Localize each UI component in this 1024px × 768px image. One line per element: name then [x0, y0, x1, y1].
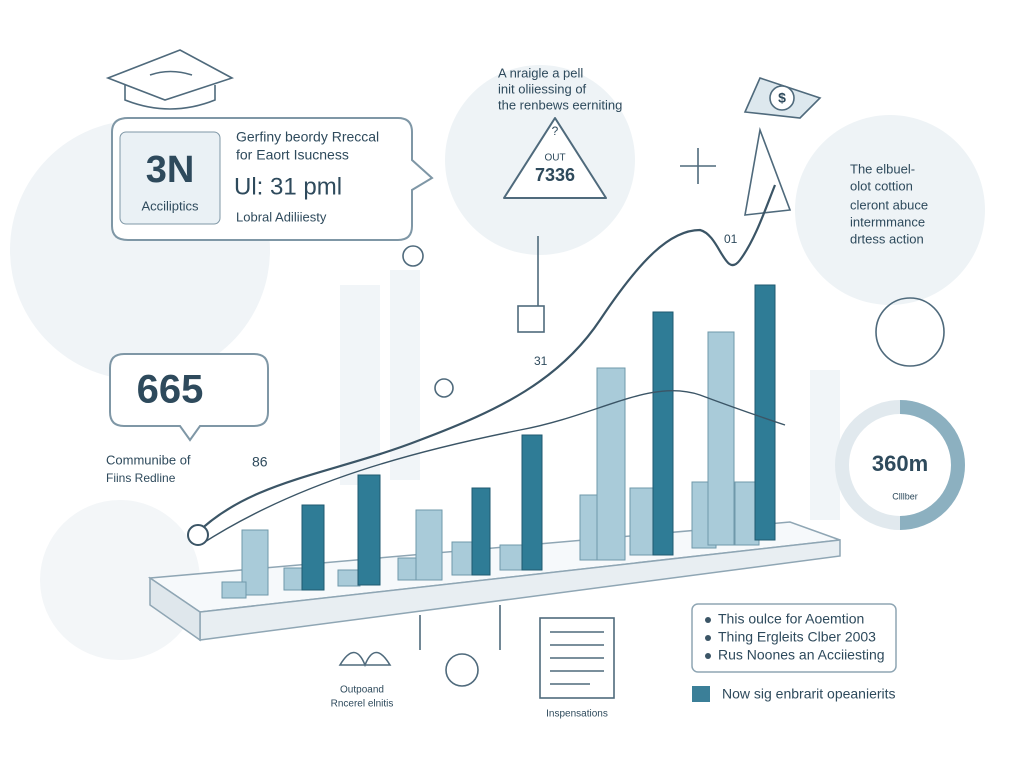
note-line: olot cottion	[850, 178, 913, 193]
legend-swatch	[692, 686, 710, 702]
triangle-badge: ? OUT 7336	[503, 117, 607, 199]
right-note: The elbuel- olot cottion cleront abuce i…	[850, 161, 928, 246]
dollar-badge: $	[743, 77, 822, 216]
caption-line: Communibe of	[106, 452, 191, 467]
callout-value: Ul: 31 pml	[234, 173, 342, 200]
sun-icon	[434, 378, 454, 398]
bottom-icons	[338, 605, 615, 699]
sun-icon	[402, 245, 424, 267]
header-callout: 3N Acciliptics Gerfiny beordy Rreccal fo…	[111, 117, 434, 241]
triangle-label: OUT	[544, 153, 565, 164]
gauge-value: 360m	[872, 451, 928, 476]
left-callout: 665 Communibe of Fiins Redline	[106, 353, 269, 485]
icon-circle	[875, 297, 945, 367]
callout-line: Gerfiny beordy Rreccal	[236, 129, 379, 145]
triangle-value: 7336	[535, 165, 575, 185]
gauge: 360m Clllber	[835, 400, 965, 530]
note-line: The elbuel-	[850, 161, 915, 176]
note-line: intermmance	[850, 214, 925, 229]
triangle-symbol: ?	[552, 124, 559, 138]
plus-icon	[680, 148, 716, 184]
list-item: Rus Noones an Acciiesting	[718, 647, 885, 663]
list-box: This oulce for Aoemtion Thing Ergleits C…	[691, 603, 897, 673]
cap-icon	[105, 49, 235, 110]
list-item: This oulce for Aoemtion	[718, 611, 864, 627]
note-line: init oliiessing of	[498, 81, 587, 96]
caption-line: Fiins Redline	[106, 471, 176, 485]
icon-caption: Rncerel elnitis	[331, 699, 394, 710]
icon-caption: Outpoand	[340, 685, 384, 696]
legend-label: Now sig enbrarit opeanierits	[722, 686, 896, 702]
note-line: A nraigle a pell	[498, 65, 583, 80]
chart-illustration: 86 31 01	[147, 184, 841, 642]
svg-text:$: $	[778, 90, 786, 106]
callout-line: for Eaort Isucness	[236, 147, 349, 163]
chart-mark-label: 86	[252, 454, 268, 470]
square-icon	[517, 305, 545, 333]
gauge-label: Clllber	[892, 491, 918, 501]
callout-caption: Lobral Adiliiesty	[236, 209, 327, 224]
metric: 3N	[146, 149, 195, 191]
chart-mark-label: 01	[724, 232, 738, 246]
icon-caption: Inspensations	[546, 709, 608, 720]
callout-value: 665	[137, 368, 204, 412]
list-item: Thing Ergleits Clber 2003	[718, 629, 876, 645]
note-line: drtess action	[850, 231, 924, 246]
metric-label: Acciliptics	[141, 198, 199, 213]
note-line: cleront abuce	[850, 197, 928, 212]
chart-mark-label: 31	[534, 354, 548, 368]
note-line: the renbews eerniting	[498, 97, 622, 112]
